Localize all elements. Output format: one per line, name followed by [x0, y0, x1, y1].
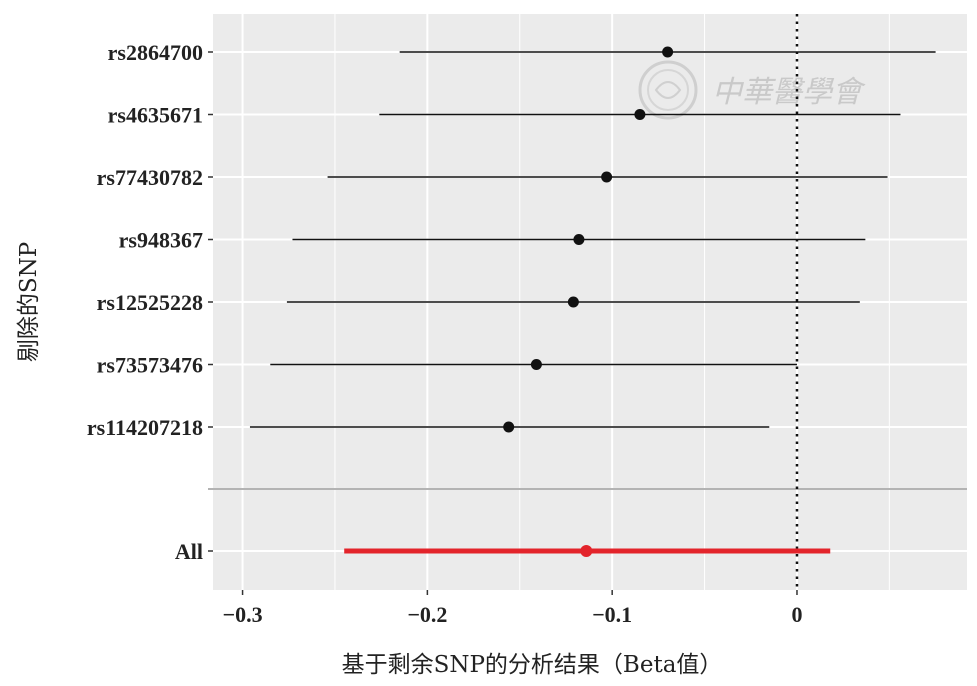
x-tick-label: −0.1	[592, 602, 632, 627]
watermark: 中華醫學會	[638, 60, 866, 120]
point-estimate	[601, 171, 613, 183]
y-tick-label: rs77430782	[97, 165, 203, 190]
forest-marks	[249, 46, 936, 557]
y-tick-label: rs2864700	[108, 40, 203, 65]
y-tick-label-overall: All	[175, 539, 203, 564]
x-axis-title: 基于剩余SNP的分析结果（Beta值）	[342, 652, 723, 678]
watermark-text: 中華醫學會	[712, 75, 866, 110]
y-tick-label: rs114207218	[87, 415, 203, 440]
point-estimate	[634, 109, 646, 120]
point-estimate	[503, 421, 515, 433]
point-estimate	[567, 296, 579, 308]
point-estimate	[573, 234, 585, 245]
x-tick-label: −0.3	[223, 602, 263, 627]
y-tick-labels: rs2864700 rs4635671 rs77430782 rs948367 rs12…	[87, 40, 213, 564]
x-tick-label: −0.2	[407, 602, 447, 627]
point-estimate	[662, 46, 674, 58]
y-tick-label: rs948367	[119, 228, 203, 253]
x-tick-label: 0	[791, 602, 802, 627]
y-tick-label: rs12525228	[97, 290, 203, 315]
overall-point-estimate	[580, 545, 593, 557]
y-axis-title: 剔除的SNP	[16, 242, 42, 362]
y-tick-label: rs73573476	[97, 353, 203, 378]
x-axis: −0.3 −0.2 −0.1 0	[223, 590, 802, 627]
seal-logo	[638, 60, 698, 120]
y-tick-label: rs4635671	[108, 103, 203, 128]
point-estimate	[530, 359, 542, 370]
